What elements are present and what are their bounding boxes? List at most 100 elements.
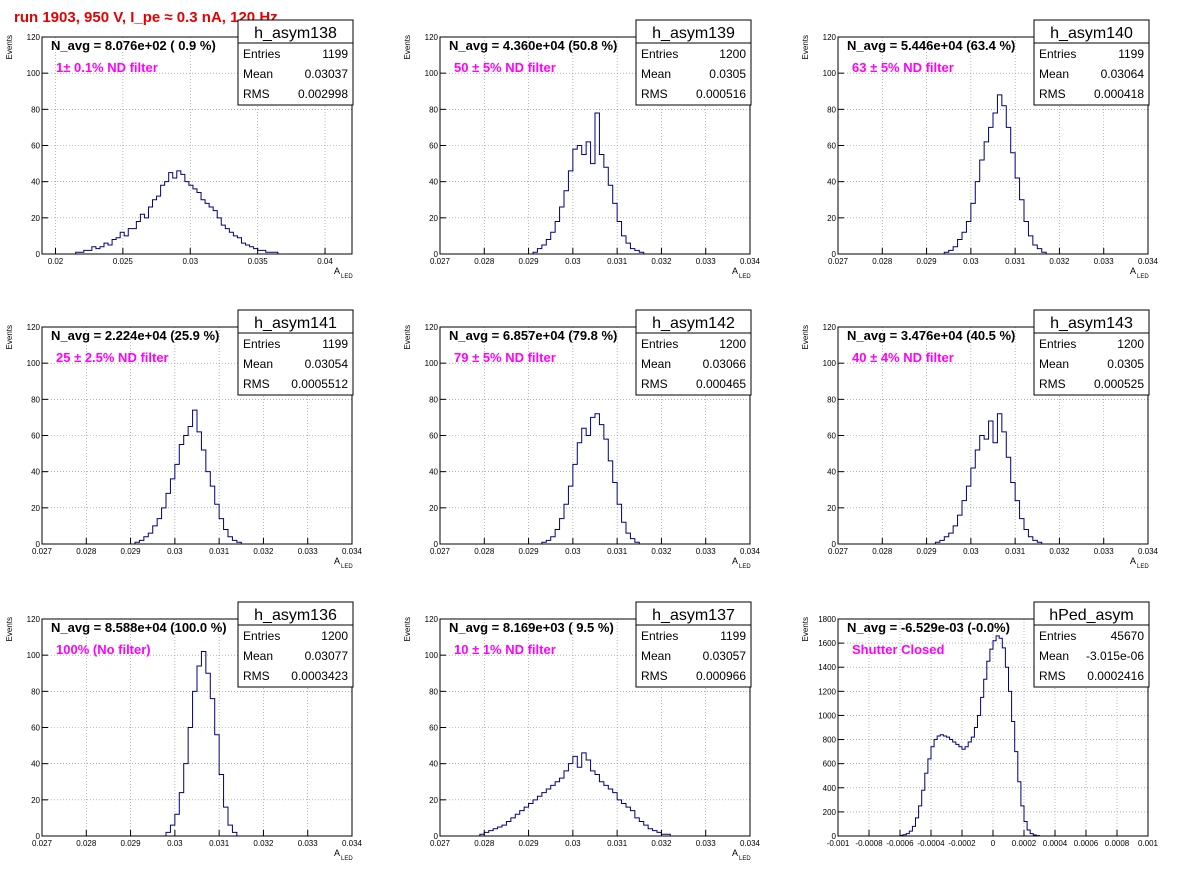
stats-label-mean: Mean xyxy=(641,67,671,81)
navg-annotation: N_avg = 6.857e+04 (79.8 %) xyxy=(449,328,617,343)
y-tick-label: 0 xyxy=(434,540,439,549)
y-axis-label: Events xyxy=(403,617,412,641)
stats-value-rms: 0.0003423 xyxy=(291,669,348,683)
x-tick-label: 0.033 xyxy=(696,839,717,848)
stats-box xyxy=(1033,624,1150,688)
y-tick-label: 0 xyxy=(36,540,41,549)
stats-title: hPed_asym xyxy=(1049,607,1134,624)
filter-annotation: 50 ± 5% ND filter xyxy=(454,60,556,75)
y-tick-label: 60 xyxy=(429,142,438,151)
stats-value-entries: 1199 xyxy=(1118,47,1144,61)
filter-annotation: 1± 0.1% ND filter xyxy=(56,60,158,75)
stats-label-rms: RMS xyxy=(1039,669,1066,683)
y-tick-label: 100 xyxy=(27,359,41,368)
navg-annotation: N_avg = 8.169e+03 ( 9.5 %) xyxy=(449,620,614,635)
y-tick-label: 0 xyxy=(36,250,41,259)
y-tick-label: 0 xyxy=(832,540,837,549)
x-tick-label: 0.031 xyxy=(1005,257,1026,266)
stats-box xyxy=(237,42,354,106)
y-tick-label: 1400 xyxy=(818,663,836,672)
x-tick-label: 0.025 xyxy=(113,257,134,266)
stats-value-mean: 0.03077 xyxy=(305,649,349,663)
y-tick-label: 1000 xyxy=(818,711,836,720)
x-tick-label: 0.033 xyxy=(1094,257,1115,266)
y-tick-label: 100 xyxy=(823,69,837,78)
x-tick-label: 0.029 xyxy=(519,257,540,266)
stats-title: h_asym142 xyxy=(652,315,735,332)
histogram-h_asym137 xyxy=(479,752,671,836)
y-tick-label: 120 xyxy=(425,33,439,42)
y-tick-label: 40 xyxy=(827,468,836,477)
y-tick-label: 120 xyxy=(425,323,439,332)
x-axis-label: A xyxy=(334,848,340,858)
stats-label-mean: Mean xyxy=(1039,357,1069,371)
y-tick-label: 120 xyxy=(27,323,41,332)
y-tick-label: 60 xyxy=(827,432,836,441)
run-title: run 1903, 950 V, I_pe ≈ 0.3 nA, 120 Hz xyxy=(14,9,278,26)
filter-annotation: 40 ± 4% ND filter xyxy=(852,350,954,365)
stats-box xyxy=(1033,332,1150,396)
stats-value-rms: 0.000465 xyxy=(696,377,746,391)
y-tick-label: 100 xyxy=(425,651,439,660)
y-tick-label: 20 xyxy=(31,504,40,513)
x-tick-label: 0.029 xyxy=(121,547,142,556)
x-tick-label: 0.033 xyxy=(298,547,319,556)
stats-label-rms: RMS xyxy=(243,669,270,683)
x-axis-label: A xyxy=(1130,266,1136,276)
x-tick-label: 0.034 xyxy=(342,839,363,848)
y-tick-label: 1600 xyxy=(818,639,836,648)
stats-box xyxy=(635,624,752,688)
y-tick-label: 100 xyxy=(823,359,837,368)
y-axis-label: Events xyxy=(5,325,14,349)
y-tick-label: 40 xyxy=(31,178,40,187)
stats-label-entries: Entries xyxy=(641,337,678,351)
histogram-h_asym143 xyxy=(934,413,1043,544)
x-tick-label: -0.0006 xyxy=(886,839,914,848)
histogram-h_asym136 xyxy=(165,651,238,836)
histogram-panel-h_asym140: 0.027 0.028 0.029 0.03 0.031 0.032 0.033 0.034 0… xyxy=(801,19,1159,280)
x-tick-label: 0.03 xyxy=(167,839,183,848)
y-axis-label: Events xyxy=(5,617,14,641)
stats-label-rms: RMS xyxy=(243,377,270,391)
histogram-panel-h_asym143: 0.027 0.028 0.029 0.03 0.031 0.032 0.033 0.034 0… xyxy=(801,309,1159,570)
stats-value-rms: 0.000418 xyxy=(1094,87,1144,101)
filter-annotation: 10 ± 1% ND filter xyxy=(454,642,556,657)
x-tick-label: 0.027 xyxy=(828,257,849,266)
x-axis-label-sub: LED xyxy=(739,856,751,862)
stats-value-mean: 0.03037 xyxy=(305,67,349,81)
x-tick-label: 0.032 xyxy=(651,257,672,266)
x-tick-label: 0.03 xyxy=(167,547,183,556)
filter-annotation: 25 ± 2.5% ND filter xyxy=(56,350,169,365)
y-tick-label: 20 xyxy=(827,504,836,513)
x-tick-label: 0.029 xyxy=(121,839,142,848)
x-tick-label: 0.03 xyxy=(565,547,581,556)
histogram-panel-h_asym138: 0.02 0.025 0.03 0.035 0.04 0 20 40 60 80 100 120 Eve… xyxy=(5,19,354,280)
y-tick-label: 100 xyxy=(27,69,41,78)
y-tick-label: 80 xyxy=(31,105,40,114)
navg-annotation: N_avg = 3.476e+04 (40.5 %) xyxy=(847,328,1015,343)
y-tick-label: 40 xyxy=(429,178,438,187)
x-axis-label-sub: LED xyxy=(1137,274,1149,280)
stats-box xyxy=(635,332,752,396)
y-tick-label: 20 xyxy=(429,214,438,223)
x-tick-label: 0.032 xyxy=(1049,257,1070,266)
x-tick-label: 0.031 xyxy=(607,839,628,848)
navg-annotation: N_avg = 5.446e+04 (63.4 %) xyxy=(847,38,1015,53)
filter-annotation: 79 ± 5% ND filter xyxy=(454,350,556,365)
y-tick-label: 100 xyxy=(27,651,41,660)
x-tick-label: 0.031 xyxy=(1005,547,1026,556)
x-tick-label: 0.027 xyxy=(430,839,451,848)
stats-value-entries: 1199 xyxy=(322,47,348,61)
y-tick-label: 1800 xyxy=(818,615,836,624)
y-axis-label: Events xyxy=(801,35,810,59)
stats-value-entries: 1200 xyxy=(719,337,746,351)
x-tick-label: -0.001 xyxy=(827,839,850,848)
stats-label-entries: Entries xyxy=(243,47,280,61)
stats-label-mean: Mean xyxy=(243,357,273,371)
x-tick-label: 0.035 xyxy=(248,257,269,266)
x-tick-label: -0.0002 xyxy=(948,839,976,848)
y-tick-label: 80 xyxy=(827,105,836,114)
histogram-hPed_asym xyxy=(899,635,1040,837)
x-tick-label: 0.03 xyxy=(963,547,979,556)
x-tick-label: 0.028 xyxy=(872,257,893,266)
